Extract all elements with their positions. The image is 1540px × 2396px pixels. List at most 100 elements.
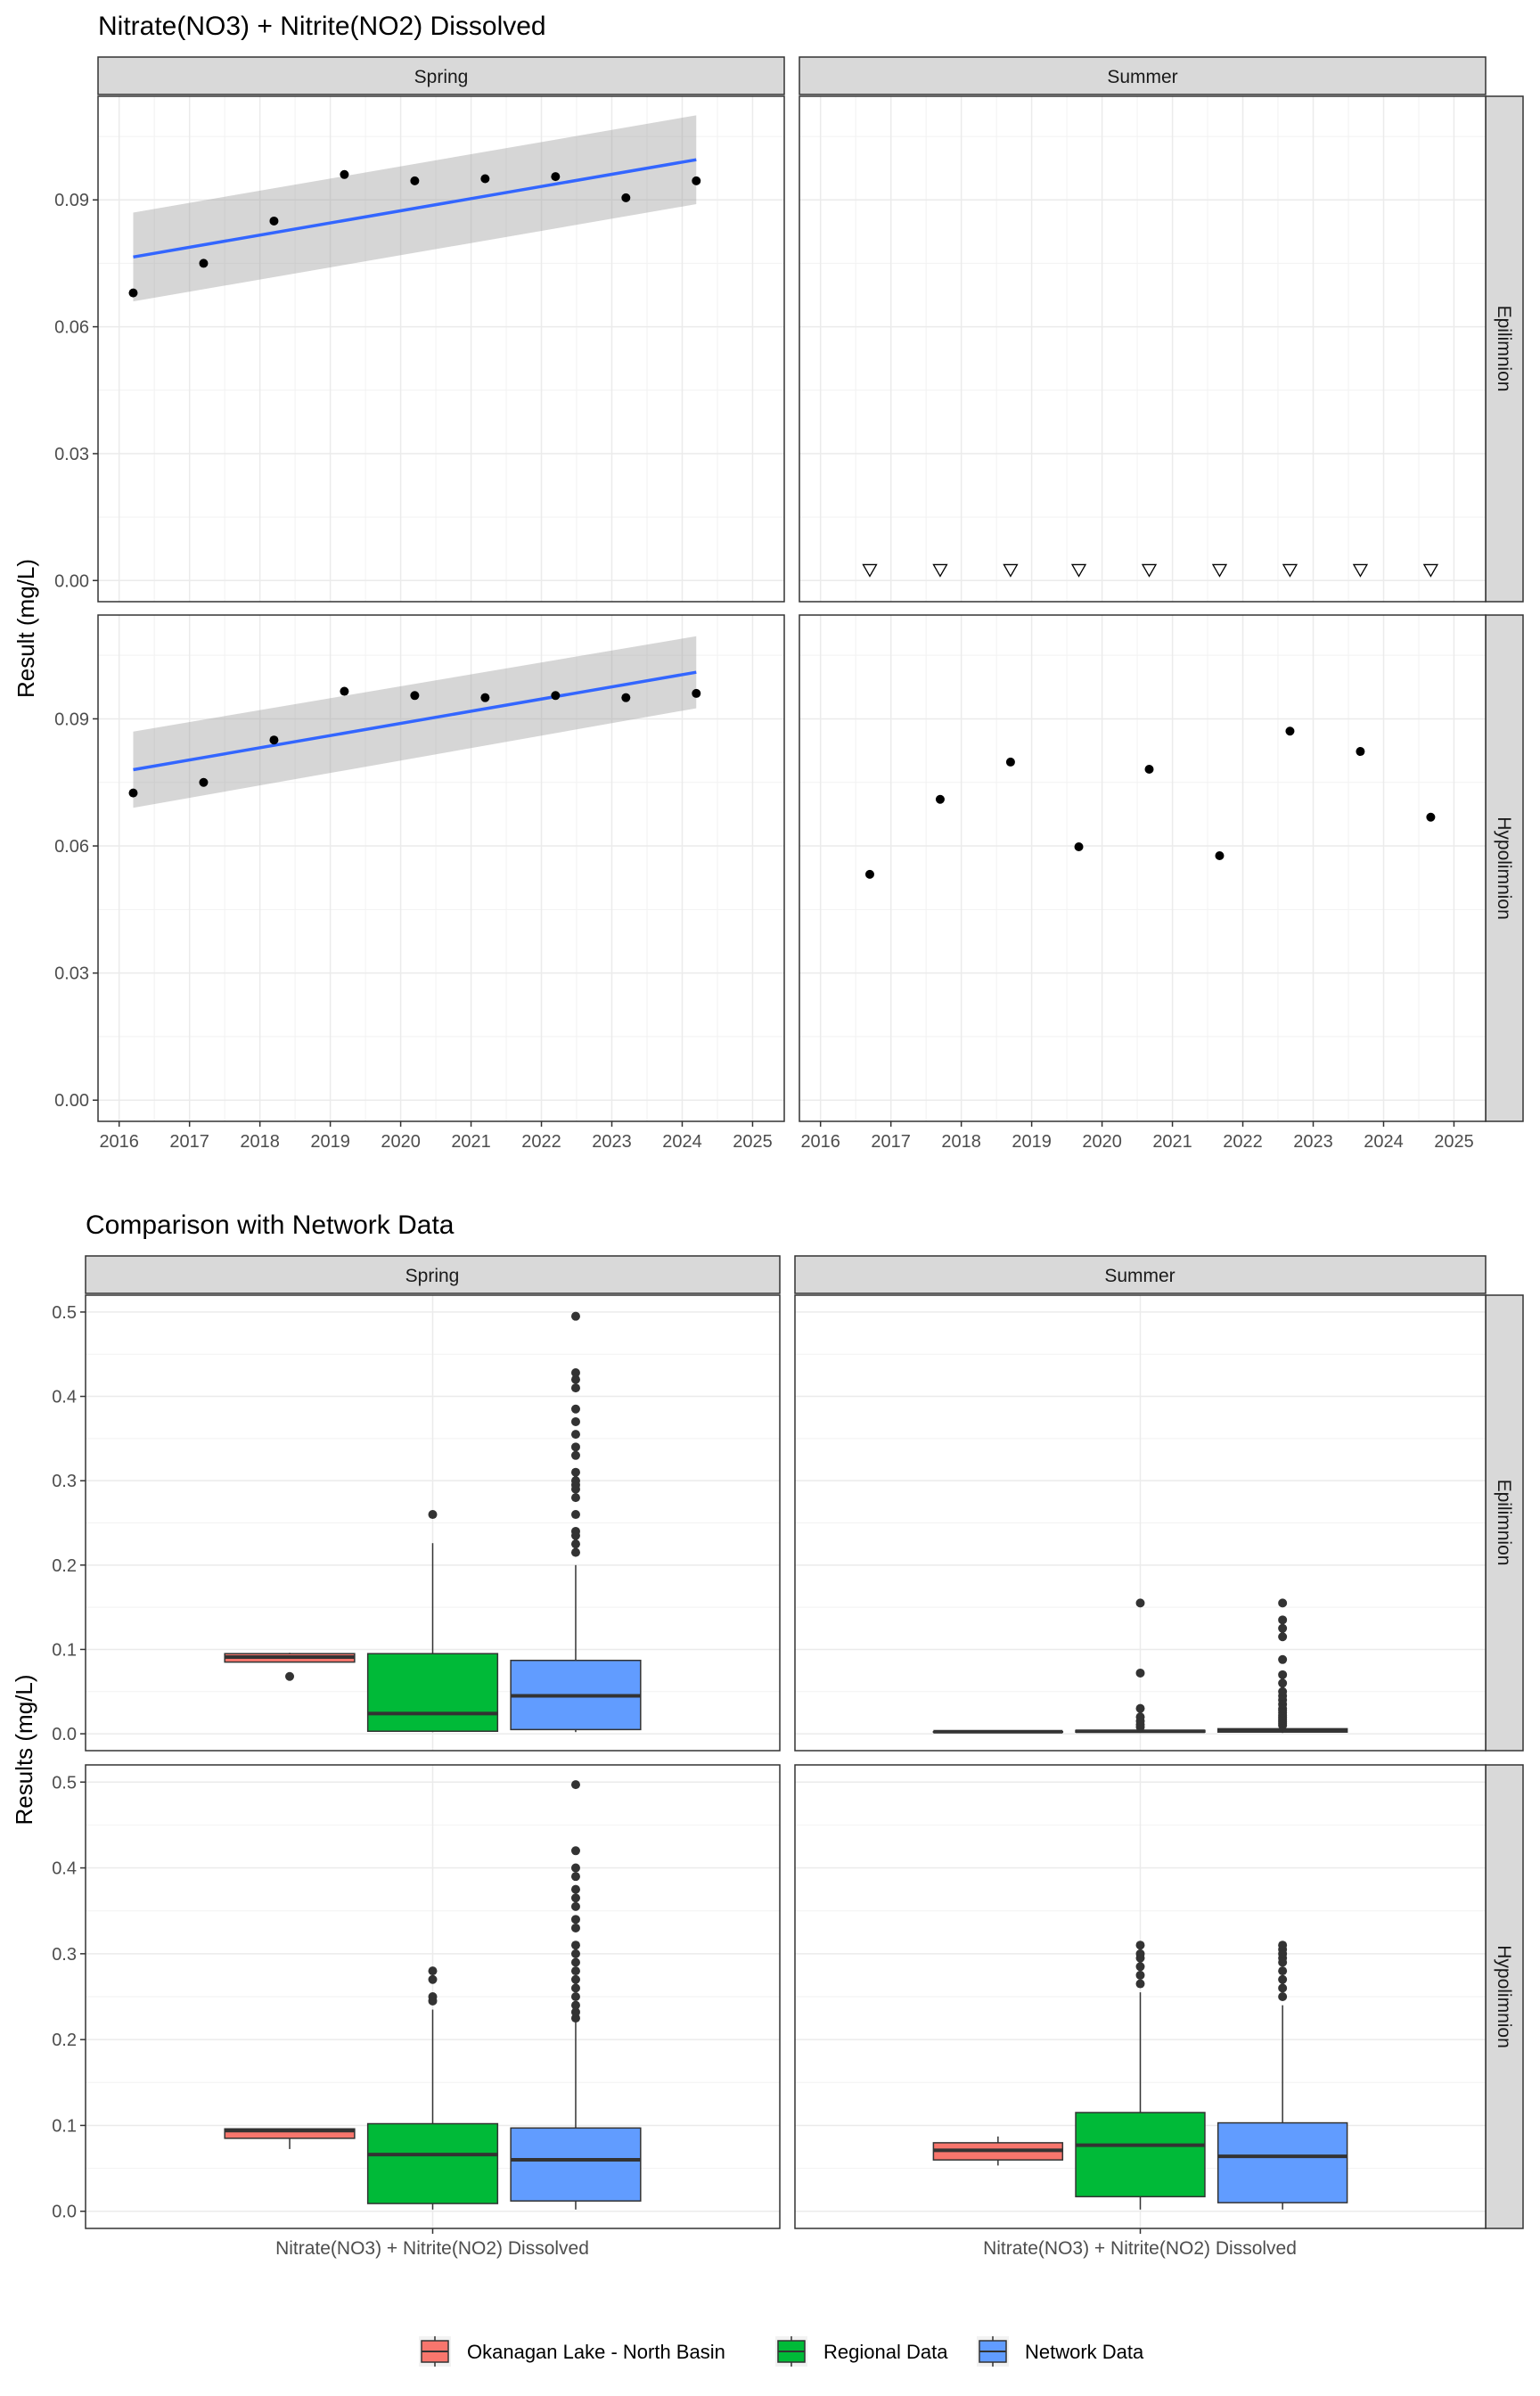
y-tick-label: 0.06 <box>54 837 89 857</box>
facet-label-epilimnion: Epilimnion <box>1494 1480 1514 1566</box>
outlier-point <box>1278 1615 1288 1625</box>
panel-background <box>799 615 1486 1121</box>
outlier-point <box>570 1368 580 1378</box>
nondetect-point <box>1422 563 1439 578</box>
outlier-point <box>428 1992 438 2001</box>
outlier-point <box>1278 1983 1288 1993</box>
x-category-label-summer: Nitrate(NO3) + Nitrite(NO2) Dissolved <box>983 2238 1297 2259</box>
x-tick-label: 2023 <box>592 1132 632 1152</box>
facet-label-epilimnion: Epilimnion <box>1494 306 1514 392</box>
boxplot-title: Comparison with Network Data <box>86 1210 455 1240</box>
facet-strip-epilimnion <box>1485 1294 1524 1752</box>
panel-border <box>97 614 785 1122</box>
outlier-point <box>570 1923 580 1932</box>
panel-summer-hypolimnion <box>799 614 1487 1122</box>
x-tick-label: 2017 <box>169 1132 209 1152</box>
x-tick-label: 2018 <box>941 1132 981 1152</box>
box-body <box>1216 2121 1348 2203</box>
outlier-point <box>570 1430 580 1440</box>
outlier-point <box>1278 1992 1288 2001</box>
outlier-point <box>570 1450 580 1460</box>
nondetect-point <box>932 563 948 578</box>
outlier-point <box>570 1547 580 1557</box>
data-point <box>692 688 701 698</box>
x-tick-label: 2023 <box>1293 1132 1333 1152</box>
x-tick-label: 2022 <box>1223 1132 1263 1152</box>
facet-strip-hypolimnion <box>1485 1764 1524 2229</box>
nondetect-point <box>1211 563 1228 578</box>
box-body <box>366 1653 499 1732</box>
x-tick-label: 2022 <box>521 1132 561 1152</box>
outlier-point <box>1278 1632 1288 1642</box>
outlier-point <box>570 1983 580 1993</box>
data-point <box>480 174 490 184</box>
outlier-point <box>570 2007 580 2017</box>
box-network-data <box>1216 1598 1348 1734</box>
timeseries-y-axis-label: Result (mg/L) <box>12 559 39 698</box>
y-tick-label: 0.0 <box>52 2203 77 2222</box>
y-tick-label: 0.0 <box>52 1725 77 1744</box>
outlier-point <box>570 1416 580 1426</box>
x-tick-label: 2025 <box>1434 1132 1474 1152</box>
x-tick-label: 2020 <box>381 1132 421 1152</box>
legend-item-okanagan: Okanagan Lake - North Basin <box>419 2336 725 2367</box>
data-point <box>864 869 874 879</box>
legend: Okanagan Lake - North Basin Regional Dat… <box>419 2336 1144 2367</box>
boxplot-chart: Comparison with Network Data Results (mg… <box>11 1210 1524 2259</box>
y-tick-label: 0.09 <box>54 710 89 729</box>
nondetect-point <box>1352 563 1369 578</box>
y-tick-label: 0.2 <box>52 1556 77 1576</box>
y-tick-label: 0.00 <box>54 571 89 591</box>
outlier-point <box>1278 1966 1288 1976</box>
x-tick-label: 2020 <box>1082 1132 1122 1152</box>
data-point <box>410 691 420 701</box>
data-point <box>199 258 209 268</box>
x-tick-label: 2021 <box>1152 1132 1192 1152</box>
y-tick-label: 0.5 <box>52 1773 77 1793</box>
outlier-point <box>570 1941 580 1950</box>
facet-label-spring: Spring <box>414 67 469 87</box>
outlier-point <box>1278 1678 1288 1688</box>
outlier-point <box>570 1510 580 1520</box>
y-tick-label: 0.03 <box>54 445 89 464</box>
y-tick-label: 0.3 <box>52 1472 77 1491</box>
nondetect-point <box>1282 563 1298 578</box>
trend-line <box>133 158 697 259</box>
panel-border <box>97 95 785 603</box>
outlier-point <box>1135 1979 1145 1989</box>
outlier-point <box>570 1992 580 2001</box>
data-point <box>1005 757 1015 767</box>
outlier-point <box>570 1949 580 1958</box>
trend-line <box>133 670 697 772</box>
data-point <box>1074 841 1084 851</box>
panel-border <box>794 1294 1487 1752</box>
panel-border <box>799 95 1487 603</box>
outlier-point <box>285 1671 295 1681</box>
outlier-point <box>1278 1686 1288 1696</box>
legend-label-okanagan: Okanagan Lake - North Basin <box>467 2341 725 2363</box>
x-tick-label: 2018 <box>240 1132 280 1152</box>
outlier-point <box>1135 1941 1145 1950</box>
outlier-point <box>1278 1670 1288 1679</box>
legend-label-network: Network Data <box>1025 2341 1144 2363</box>
facet-label-spring: Spring <box>405 1266 460 1286</box>
outlier-point <box>1135 1703 1145 1713</box>
y-tick-label: 0.1 <box>52 2116 77 2136</box>
x-tick-label: 2016 <box>800 1132 840 1152</box>
outlier-point <box>570 1311 580 1321</box>
outlier-point <box>1278 1974 1288 1984</box>
facet-strip-hypolimnion <box>1485 614 1524 1122</box>
panel-summer-epilimnion <box>794 1294 1487 1752</box>
outlier-point <box>570 1915 580 1924</box>
outlier-point <box>1278 1598 1288 1608</box>
box-regional-data <box>1075 1941 1206 2210</box>
data-point <box>1144 765 1154 775</box>
legend-label-regional: Regional Data <box>823 2341 948 2363</box>
data-point <box>621 193 631 202</box>
y-tick-label: 0.2 <box>52 2031 77 2050</box>
outlier-point <box>570 1884 580 1894</box>
nondetect-point <box>1141 563 1158 578</box>
data-point <box>340 169 349 179</box>
outlier-point <box>570 1846 580 1856</box>
facet-label-summer: Summer <box>1107 67 1177 87</box>
